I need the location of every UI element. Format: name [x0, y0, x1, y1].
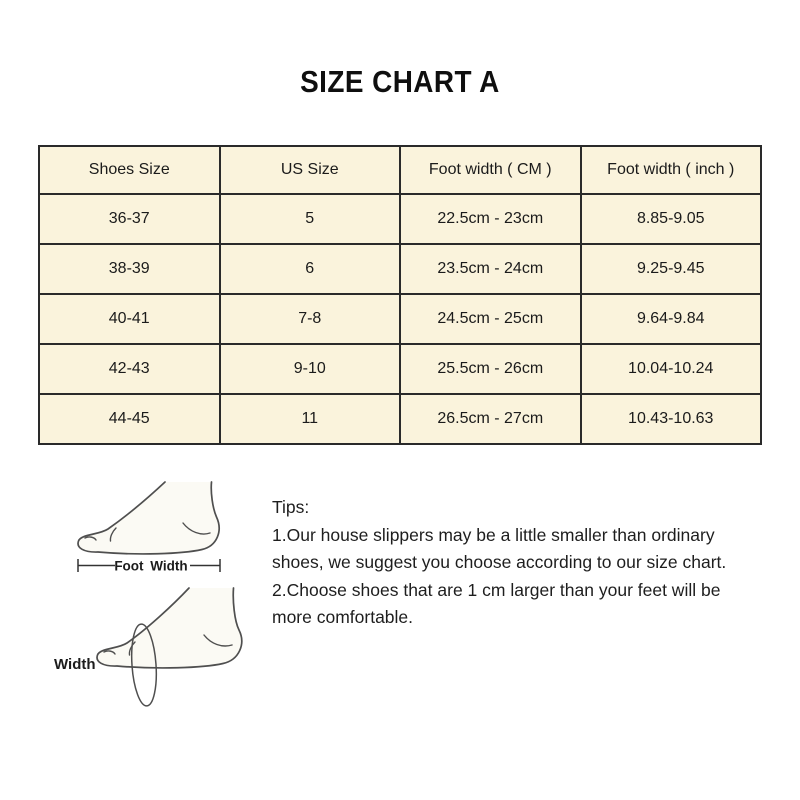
- table-cell: 26.5cm - 27cm: [399, 393, 582, 445]
- table-cell: 10.04-10.24: [579, 343, 762, 395]
- header-shoes-size: Shoes Size: [38, 145, 221, 195]
- table-cell: 8.85-9.05: [579, 193, 762, 245]
- heel-crease: [203, 634, 233, 647]
- foot-shape: [97, 588, 242, 668]
- page-title: SIZE CHART A: [0, 62, 800, 102]
- table-cell: 10.43-10.63: [579, 393, 762, 445]
- tips-heading: Tips:: [272, 497, 310, 517]
- table-cell: 40-41: [38, 293, 221, 345]
- table-cell: 42-43: [38, 343, 221, 395]
- foot-width-measure-line: Foot Width: [77, 559, 221, 574]
- foot-outline: [96, 587, 243, 669]
- tips-line-4: more comfortable.: [272, 607, 414, 627]
- table-cell: 11: [218, 393, 401, 445]
- table-cell: 23.5cm - 24cm: [399, 243, 582, 295]
- toe-crease: [128, 641, 136, 656]
- heel-crease: [182, 522, 211, 535]
- table-row: 44-45 11 26.5cm - 27cm 10.43-10.63: [38, 393, 762, 445]
- page-title-text: SIZE CHART A: [300, 64, 500, 99]
- table-cell: 6: [218, 243, 401, 295]
- table-row: 42-43 9-10 25.5cm - 26cm 10.04-10.24: [38, 343, 762, 395]
- foot-girth-icon: Width: [54, 587, 243, 707]
- table-cell: 7-8: [218, 293, 401, 345]
- foot-outline: [77, 481, 220, 555]
- header-foot-width-cm: Foot width ( CM ): [399, 145, 582, 195]
- toenail: [103, 650, 116, 655]
- table-cell: 44-45: [38, 393, 221, 445]
- foot-width-label: Foot Width: [114, 559, 187, 574]
- table-cell: 38-39: [38, 243, 221, 295]
- toenail: [84, 536, 97, 541]
- width-label: Width: [54, 656, 96, 673]
- tips-section: Tips: 1.Our house slippers may be a litt…: [272, 494, 782, 632]
- table-header-row: Shoes Size US Size Foot width ( CM ) Foo…: [38, 145, 762, 195]
- table-cell: 5: [218, 193, 401, 245]
- table-cell: 36-37: [38, 193, 221, 245]
- foot-side-view-icon: Foot Width: [77, 481, 221, 574]
- table-cell: 25.5cm - 26cm: [399, 343, 582, 395]
- table-row: 36-37 5 22.5cm - 23cm 8.85-9.05: [38, 193, 762, 245]
- foot-shape: [78, 482, 220, 554]
- toe-crease: [109, 527, 117, 542]
- table-cell: 24.5cm - 25cm: [399, 293, 582, 345]
- table-row: 40-41 7-8 24.5cm - 25cm 9.64-9.84: [38, 293, 762, 345]
- table-cell: 9-10: [218, 343, 401, 395]
- header-foot-width-inch: Foot width ( inch ): [579, 145, 762, 195]
- table-cell: 22.5cm - 23cm: [399, 193, 582, 245]
- header-us-size: US Size: [218, 145, 401, 195]
- girth-ellipse: [130, 623, 158, 707]
- tips-line-3: 2.Choose shoes that are 1 cm larger than…: [272, 579, 721, 600]
- tips-line-2: shoes, we suggest you choose according t…: [272, 552, 727, 572]
- table-row: 38-39 6 23.5cm - 24cm 9.25-9.45: [38, 243, 762, 295]
- table-cell: 9.25-9.45: [579, 243, 762, 295]
- size-chart-table: Shoes Size US Size Foot width ( CM ) Foo…: [38, 145, 762, 445]
- tips-line-1: 1.Our house slippers may be a little sma…: [272, 524, 715, 545]
- table-cell: 9.64-9.84: [579, 293, 762, 345]
